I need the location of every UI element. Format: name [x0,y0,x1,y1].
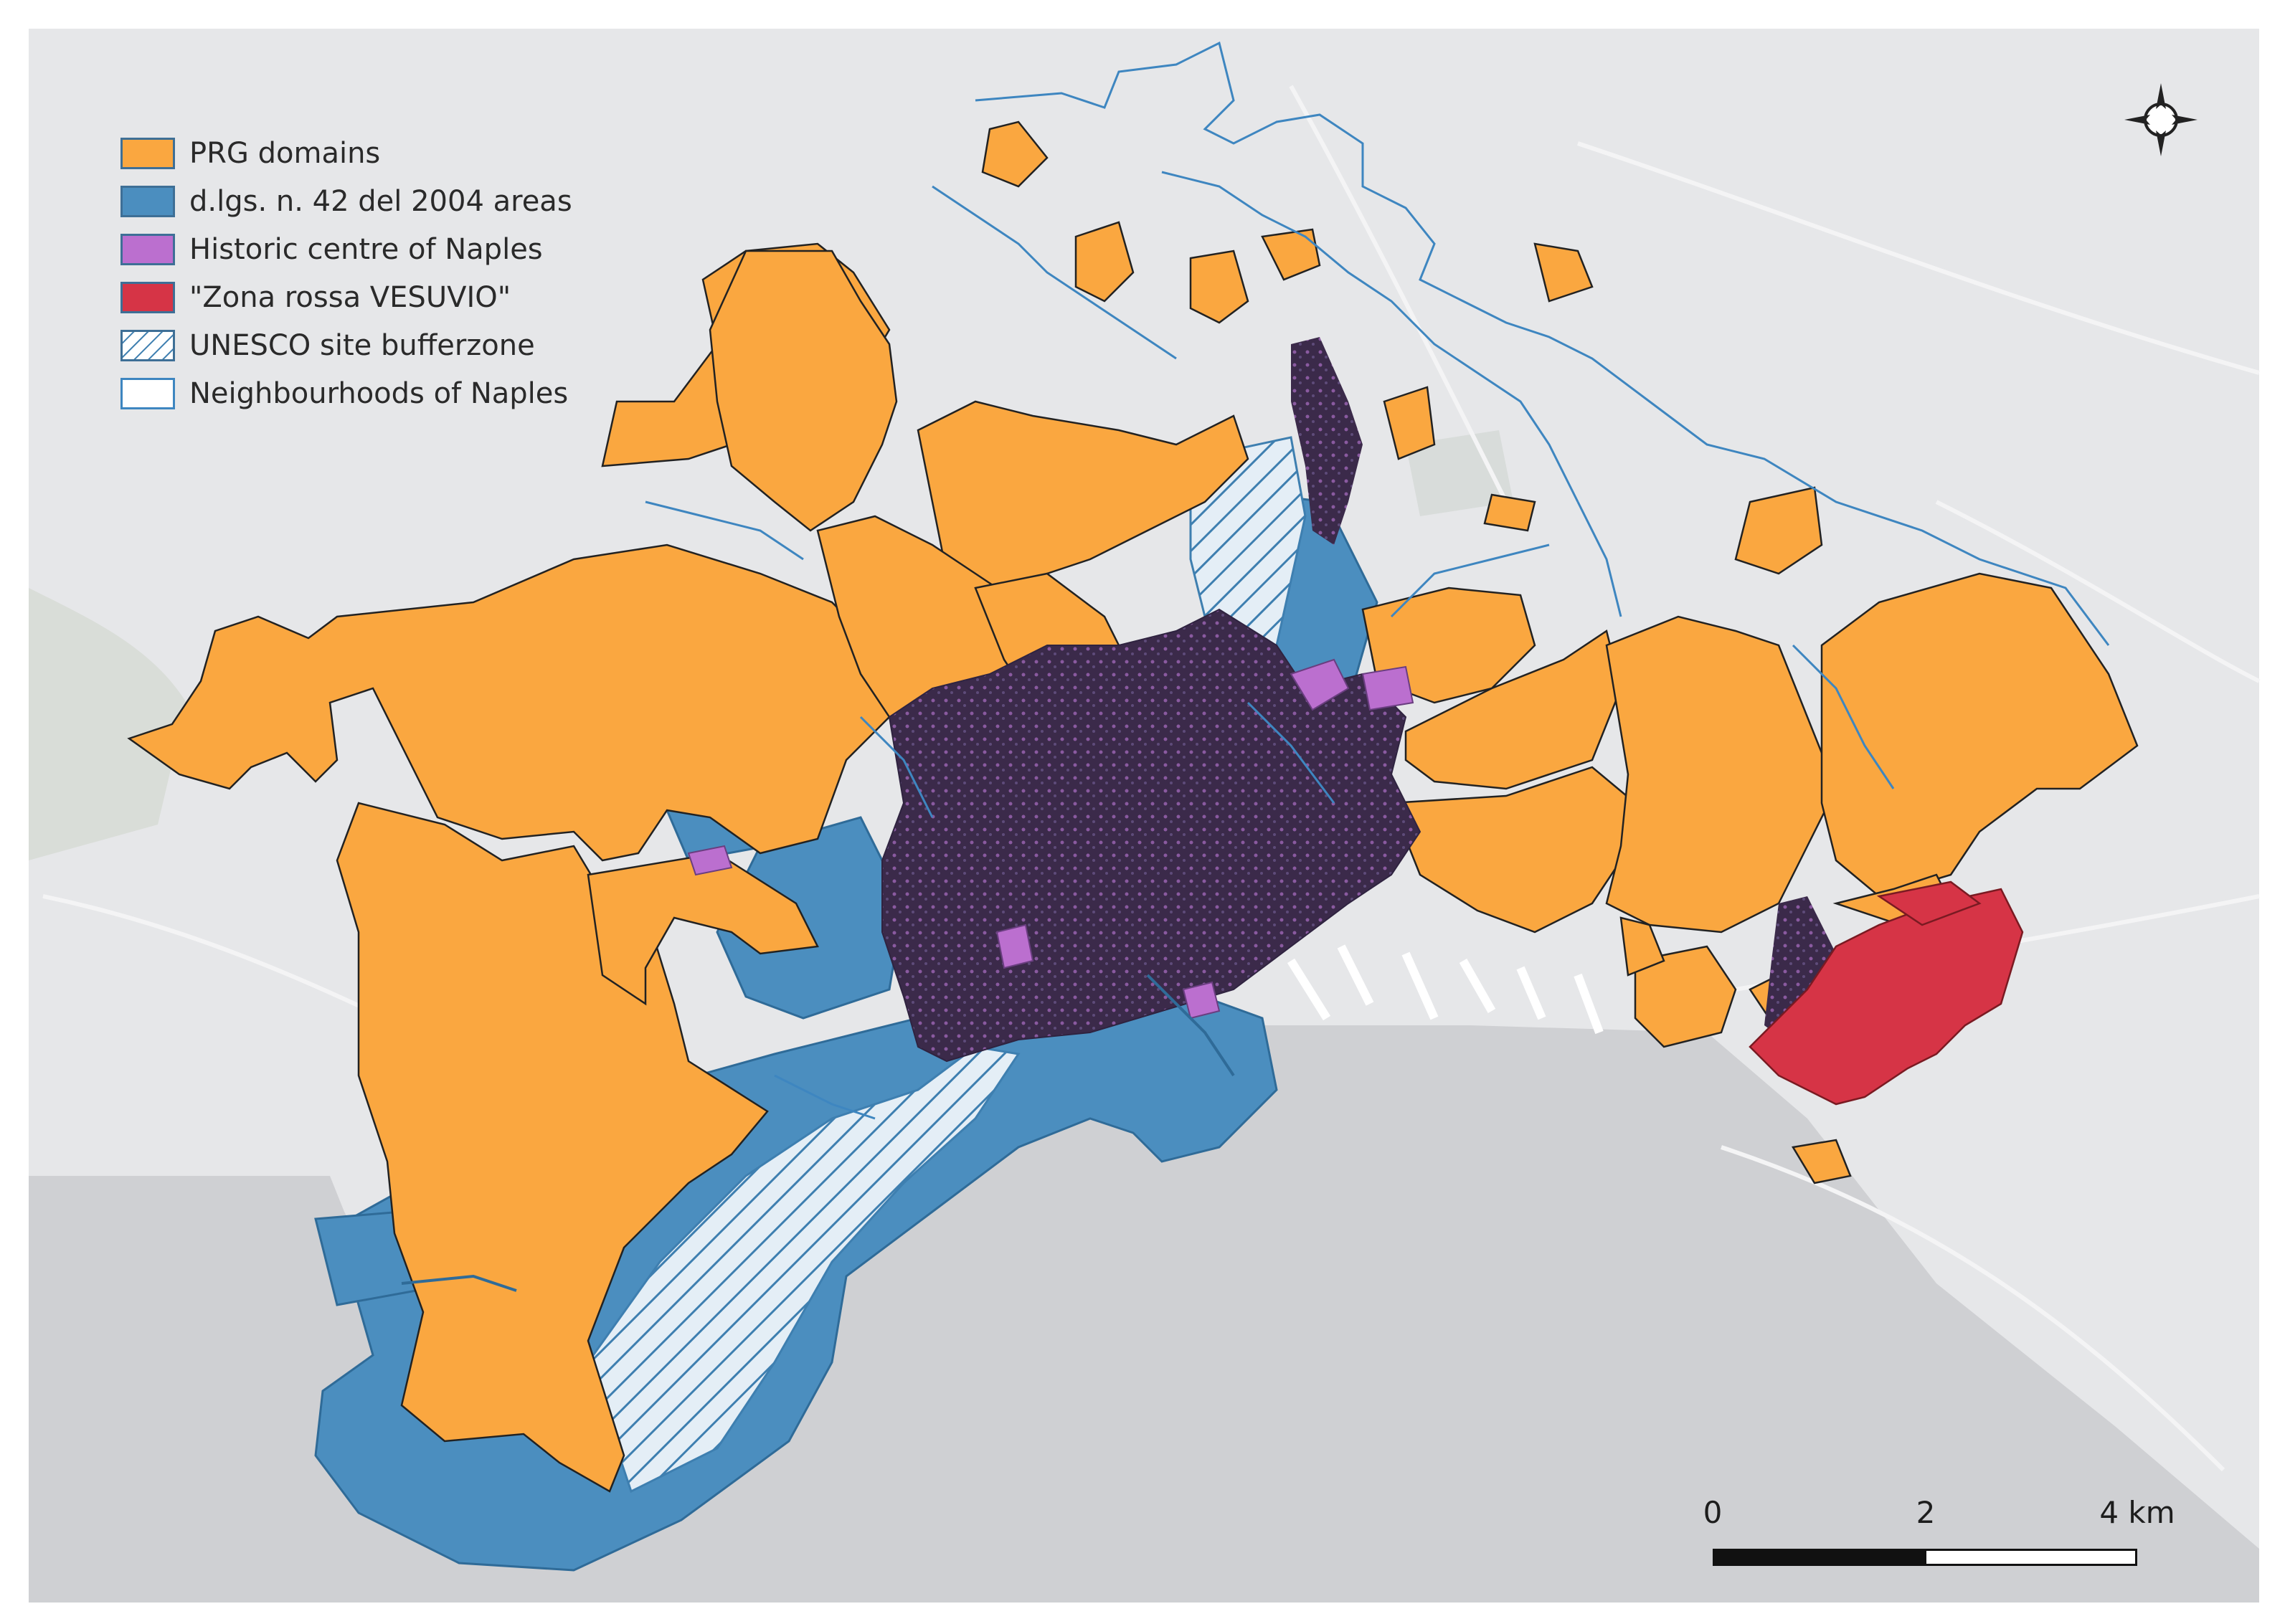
legend-item-prg: PRG domains [120,129,572,177]
unesco-buffer-coast [587,1045,1021,1494]
historic-centre [687,658,1414,1020]
legend-item-zona-rossa: "Zona rossa VESUVIO" [120,273,572,321]
legend-swatch-neighbourhood [120,377,175,409]
legend-item-unesco: UNESCO site bufferzone [120,321,572,369]
legend-item-dlgs: d.lgs. n. 42 del 2004 areas [120,177,572,225]
compass-rose-icon [2124,83,2198,156]
park-area [29,588,186,860]
scale-segment-black [1713,1549,1926,1566]
legend-label: UNESCO site bufferzone [189,328,535,362]
legend-label: PRG domains [189,136,381,170]
legend-label: d.lgs. n. 42 del 2004 areas [189,184,572,218]
zona-rossa-vesuvio [1876,880,1982,926]
legend-label: Neighbourhoods of Naples [189,376,569,410]
legend-swatch-unesco [120,329,175,361]
urban-strip [1291,337,1363,545]
scale-label-0: 0 [1703,1495,1723,1530]
scale-segment-white [1924,1549,2137,1566]
legend-swatch-historic [120,233,175,265]
legend-item-historic: Historic centre of Naples [120,225,572,273]
park-area [1406,430,1513,516]
legend-label: "Zona rossa VESUVIO" [189,280,511,314]
scale-label-4km: 4 km [2099,1495,2175,1530]
dlgs-area [716,816,905,1020]
port-piers [1287,944,1604,1035]
legend: PRG domains d.lgs. n. 42 del 2004 areas … [120,129,572,417]
legend-label: Historic centre of Naples [189,232,543,266]
legend-item-neighbourhood: Neighbourhoods of Naples [120,369,572,417]
legend-swatch-prg [120,137,175,169]
legend-swatch-dlgs [120,185,175,217]
light-pier [401,974,1235,1292]
scale-bar: 0 2 4 km [1703,1495,2175,1567]
legend-swatch-zona-rossa [120,281,175,313]
scale-label-2: 2 [1916,1495,1936,1530]
neighbourhood-boundaries [645,41,2110,1120]
